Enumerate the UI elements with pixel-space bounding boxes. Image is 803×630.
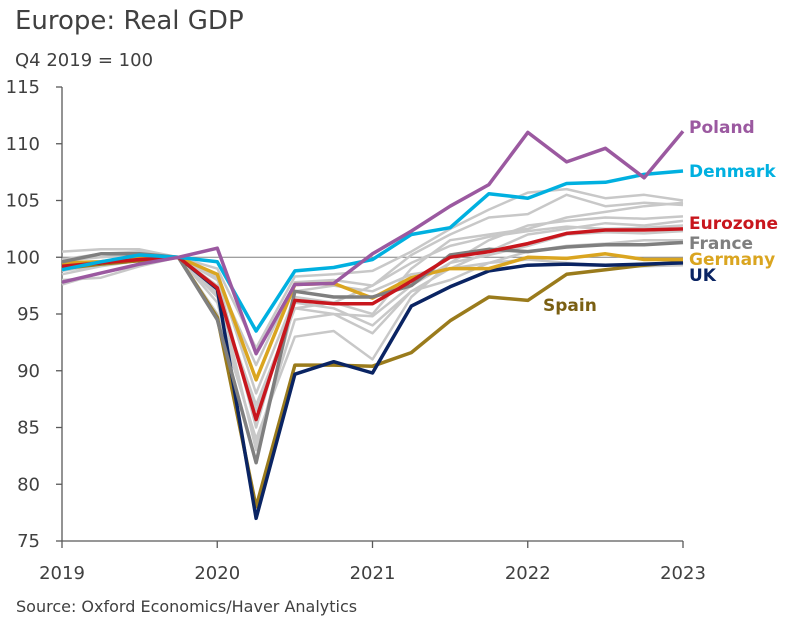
y-tick-label: 100 [6, 247, 40, 268]
series-line-poland [61, 130, 685, 356]
series-line-spain [61, 255, 684, 509]
series-label-germany: Germany [689, 250, 775, 270]
y-tick-label: 95 [17, 304, 40, 325]
series-line-denmark [61, 169, 684, 333]
chart-title: Europe: Real GDP [15, 6, 244, 36]
other-country-line [61, 193, 684, 367]
other-country-line [61, 215, 684, 441]
x-tick-label: 2021 [350, 563, 396, 584]
x-tick-label: 2022 [505, 563, 551, 584]
y-tick-label: 110 [6, 134, 40, 155]
source-note: Source: Oxford Economics/Haver Analytics [16, 597, 358, 616]
x-tick-label: 2023 [660, 563, 706, 584]
chart-subtitle: Q4 2019 = 100 [15, 50, 154, 71]
series-line-france [61, 240, 684, 465]
series-label-france: France [689, 234, 753, 254]
series-label-poland: Poland [689, 118, 755, 138]
y-tick-label: 90 [17, 361, 40, 382]
x-tick-label: 2020 [194, 563, 240, 584]
y-tick-label: 80 [17, 474, 40, 495]
series-label-uk: UK [689, 266, 717, 286]
y-tick-label: 115 [6, 77, 40, 98]
y-tick-label: 75 [17, 531, 40, 552]
series-label-eurozone: Eurozone [689, 214, 778, 234]
y-tick-label: 105 [6, 191, 40, 212]
x-tick-label: 2019 [39, 563, 85, 584]
series-label-denmark: Denmark [689, 162, 776, 182]
other-country-line [61, 256, 684, 429]
y-tick-label: 85 [17, 418, 40, 439]
series-label-spain: Spain [543, 296, 597, 316]
